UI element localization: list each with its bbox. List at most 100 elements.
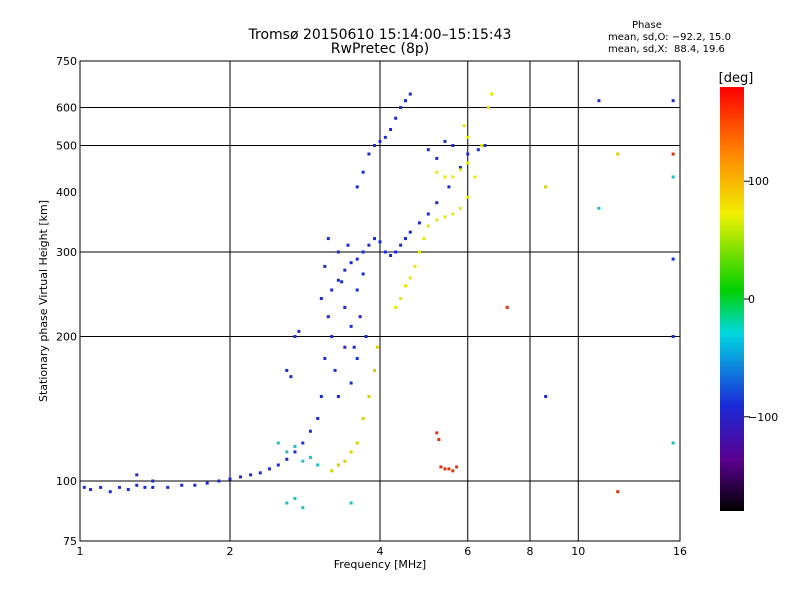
data-point	[367, 152, 371, 156]
data-point	[285, 457, 289, 461]
x-tick-label: 4	[377, 545, 384, 558]
y-tick-label: 500	[56, 140, 77, 153]
data-point	[361, 170, 365, 174]
data-point	[671, 175, 675, 179]
data-point	[346, 243, 350, 247]
series-group	[435, 152, 675, 494]
colorbar-tick-label: 100	[748, 175, 769, 188]
data-point	[352, 345, 356, 349]
data-point	[355, 257, 359, 261]
x-tick-label: 8	[527, 545, 534, 558]
data-point	[394, 116, 398, 120]
data-point	[443, 467, 447, 471]
series-group	[82, 152, 470, 494]
data-point	[597, 206, 601, 210]
data-point	[451, 469, 455, 473]
data-point	[439, 465, 443, 469]
data-point	[349, 501, 353, 505]
x-tick-label: 10	[571, 545, 585, 558]
series-group	[319, 237, 368, 399]
data-point	[267, 467, 271, 471]
data-point	[285, 501, 289, 505]
data-point	[316, 416, 320, 420]
data-point	[473, 175, 477, 179]
data-point	[326, 237, 330, 241]
data-point	[217, 479, 221, 483]
y-tick-label: 200	[56, 331, 77, 344]
data-point	[330, 335, 334, 339]
data-point	[293, 445, 297, 449]
data-point	[451, 144, 455, 148]
data-point	[462, 124, 466, 128]
data-point	[399, 243, 403, 247]
data-point	[483, 144, 487, 148]
data-point	[443, 139, 447, 143]
data-point	[447, 467, 451, 471]
data-point	[383, 135, 387, 139]
colorbar-tick-label: −100	[748, 411, 778, 424]
data-point	[308, 429, 312, 433]
data-point	[413, 264, 417, 268]
y-tick-label: 400	[56, 186, 77, 199]
data-point	[417, 221, 421, 225]
data-point	[389, 127, 393, 131]
data-point	[343, 268, 347, 272]
data-point	[301, 506, 305, 510]
data-point	[336, 278, 340, 282]
data-point	[426, 148, 430, 152]
data-point	[358, 315, 362, 319]
data-point	[333, 368, 337, 372]
phase-mean-x: mean, sd,X: 88.4, 19.6	[608, 44, 725, 55]
data-point	[544, 185, 548, 189]
data-point	[403, 284, 407, 288]
data-point	[293, 450, 297, 454]
data-point	[135, 483, 139, 487]
data-point	[367, 395, 371, 399]
data-point	[326, 315, 330, 319]
colorbar-tick-label: 0	[748, 293, 755, 306]
data-point	[408, 230, 412, 234]
data-point	[375, 345, 379, 349]
data-point	[367, 243, 371, 247]
data-point	[422, 237, 426, 241]
data-point	[490, 92, 494, 96]
data-point	[447, 185, 451, 189]
data-point	[205, 481, 209, 485]
colorbar	[720, 87, 744, 511]
data-point	[671, 99, 675, 103]
data-point	[466, 195, 470, 199]
data-point	[151, 485, 155, 489]
data-point	[355, 185, 359, 189]
data-point	[426, 212, 430, 216]
data-point	[343, 345, 347, 349]
data-point	[451, 212, 455, 216]
data-point	[466, 135, 470, 139]
x-tick-label: 2	[227, 545, 234, 558]
data-point	[435, 431, 439, 435]
data-point	[597, 99, 601, 103]
data-point	[426, 224, 430, 228]
data-point	[340, 280, 344, 284]
data-point	[443, 215, 447, 219]
data-point	[417, 250, 421, 254]
data-point	[378, 240, 382, 244]
data-point	[378, 139, 382, 143]
data-point	[323, 356, 327, 360]
y-axis-label: Stationary phase Virtual Height [km]	[37, 200, 50, 402]
data-point	[435, 156, 439, 160]
data-point	[258, 471, 262, 475]
x-axis-label: Frequency [MHz]	[334, 558, 426, 571]
data-point	[443, 175, 447, 179]
data-point	[117, 485, 121, 489]
y-tick-label: 75	[63, 535, 77, 548]
data-point	[364, 335, 368, 339]
x-tick-labels: 1 2 4 6 8 10 16	[77, 545, 688, 558]
data-point	[486, 106, 490, 110]
data-point	[355, 288, 359, 292]
data-point	[349, 450, 353, 454]
data-point	[285, 368, 289, 372]
y-tick-label: 300	[56, 246, 77, 259]
data-point	[437, 438, 441, 442]
data-point	[373, 237, 377, 241]
